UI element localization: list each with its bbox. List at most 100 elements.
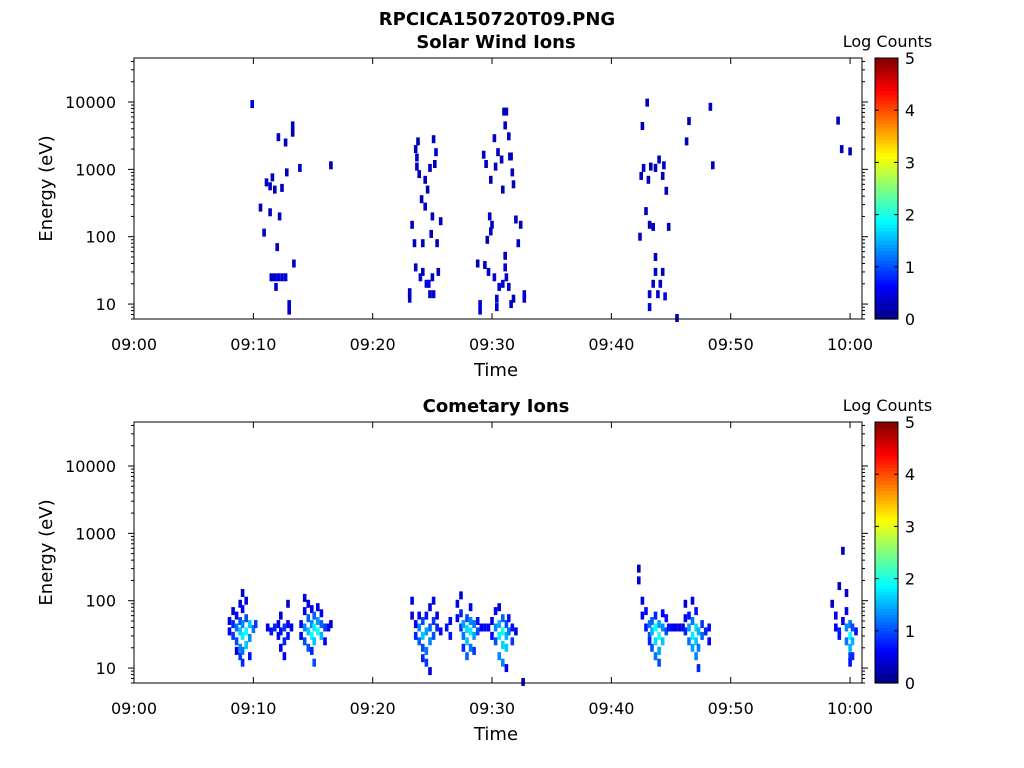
colorbar-tick-label: 4 [905, 465, 915, 484]
colorbar-swatch [875, 542, 898, 547]
colorbar-swatch [875, 598, 898, 603]
heatmap-cell [248, 620, 252, 629]
heatmap-cell [274, 282, 278, 291]
colorbar-swatch [875, 208, 898, 212]
colorbar-swatch [875, 103, 898, 108]
heatmap-cell [407, 294, 412, 303]
heatmap-cell [459, 591, 463, 600]
x-tick-label: 09:30 [469, 335, 515, 354]
heatmap-cell [424, 279, 429, 288]
heatmap-cell [461, 643, 466, 652]
heatmap-cell [268, 182, 272, 191]
x-tick-label: 09:40 [588, 699, 634, 718]
colorbar-swatch [875, 444, 898, 449]
x-tick-label: 09:00 [111, 335, 157, 354]
colorbar-swatch [875, 312, 898, 317]
heatmap-cell [468, 603, 473, 612]
heatmap-cell [276, 620, 281, 629]
colorbar-swatch [875, 490, 898, 495]
heatmap-cell [493, 162, 498, 171]
colorbar-swatch [875, 565, 898, 570]
heatmap-cell [649, 162, 653, 171]
heatmap-cell [283, 138, 288, 147]
colorbar-swatch [875, 266, 898, 271]
heatmap-cell [419, 195, 424, 204]
colorbar-swatch [875, 247, 898, 252]
colorbar-swatch [875, 77, 898, 82]
heatmap-cell [299, 620, 303, 629]
colorbar-swatch [875, 155, 898, 160]
heatmap-cell [657, 646, 661, 655]
colorbar-swatch [875, 461, 898, 466]
heatmap-cell [502, 107, 506, 116]
heatmap-cell [276, 133, 281, 142]
colorbar-tick-label: 0 [905, 674, 915, 693]
heatmap-cell [410, 611, 414, 620]
heatmap-cell [410, 220, 414, 229]
colorbar-swatch [875, 431, 898, 436]
heatmap-cell [427, 279, 431, 288]
heatmap-cell [503, 263, 507, 272]
colorbar-swatch [875, 575, 898, 580]
heatmap-cell [238, 652, 242, 661]
colorbar-swatch [875, 257, 898, 261]
heatmap-cell [650, 643, 654, 652]
heatmap-cell [683, 627, 688, 636]
heatmap-cell [653, 267, 658, 276]
heatmap-cell [848, 643, 852, 652]
heatmap-cell [424, 646, 429, 655]
heatmap-cell [666, 623, 671, 632]
colorbar-swatch [875, 451, 898, 456]
colorbar-swatch [875, 315, 898, 320]
heatmap-cell [700, 631, 704, 640]
colorbar-swatch [875, 100, 898, 105]
heatmap-cell [848, 620, 852, 629]
heatmap-cell [244, 627, 248, 636]
heatmap-cell [431, 290, 436, 299]
colorbar-label: Log Counts [843, 32, 933, 51]
heatmap-cell [465, 652, 469, 661]
colorbar-swatch [875, 67, 898, 72]
heatmap-cell [660, 171, 665, 180]
heatmap-cell [258, 203, 263, 212]
heatmap-cell [645, 98, 649, 107]
heatmap-cell [428, 623, 432, 632]
colorbar-swatch [875, 457, 898, 462]
colorbar-swatch [875, 656, 898, 661]
heatmap-cell [666, 222, 671, 231]
colorbar-swatch [875, 594, 898, 599]
heatmap-cell [651, 222, 655, 231]
y-tick-label: 10 [96, 659, 116, 678]
colorbar-swatch [875, 165, 898, 170]
colorbar-swatch [875, 185, 898, 190]
plot-frame [133, 57, 863, 320]
colorbar-swatch [875, 142, 898, 147]
heatmap-cell [660, 267, 665, 276]
colorbar-tick-label: 3 [905, 153, 915, 172]
colorbar-swatch [875, 93, 898, 98]
colorbar-swatch [875, 146, 898, 150]
y-tick-label: 1000 [75, 160, 116, 179]
heatmap-cell [265, 623, 270, 632]
heatmap-cell [495, 303, 499, 312]
heatmap-cell [326, 623, 331, 632]
colorbar-swatch [875, 630, 898, 635]
heatmap-cell [302, 623, 307, 632]
heatmap-cell [510, 168, 515, 177]
heatmap-cell [653, 163, 658, 172]
colorbar-swatch [875, 624, 898, 629]
heatmap-cell [251, 625, 256, 633]
heatmap-cell [504, 273, 509, 282]
heatmap-cell [651, 279, 655, 288]
heatmap-cell [516, 239, 521, 248]
colorbar-swatch [875, 493, 898, 498]
heatmap-cell [287, 306, 291, 315]
heatmap-cell [298, 163, 302, 172]
heatmap-cell [490, 220, 494, 229]
heatmap-cell [431, 135, 436, 144]
heatmap-cell [518, 220, 523, 229]
heatmap-cell [319, 620, 324, 629]
colorbar-swatch [875, 607, 898, 612]
